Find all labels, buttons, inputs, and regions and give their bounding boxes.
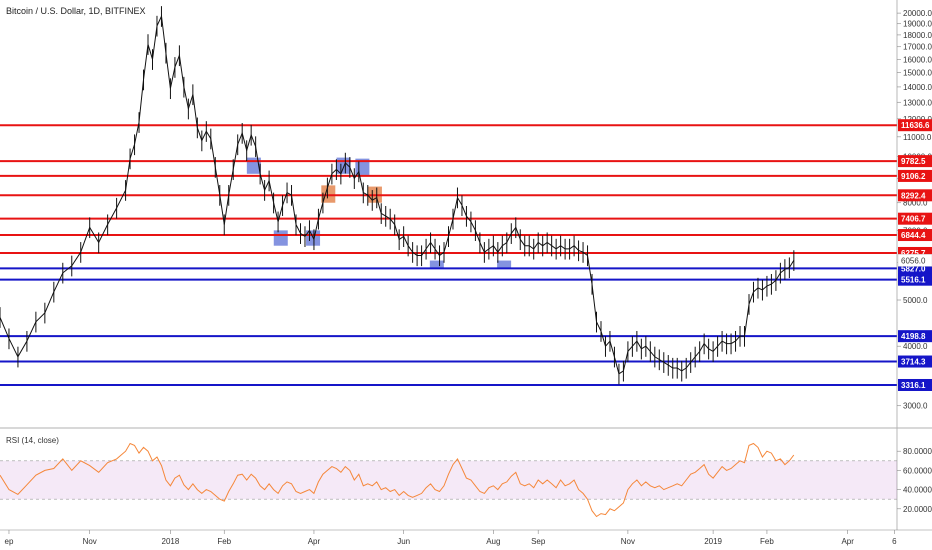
resistance-price-tag-label: 9106.2 <box>901 172 926 181</box>
support-price-tag-label: 5516.1 <box>901 276 926 285</box>
time-tick-label: ep <box>5 537 14 546</box>
price-tick-label: 18000.0 <box>903 31 932 40</box>
price-tick-label: 11000.0 <box>903 133 932 142</box>
price-tick-label: 5000.0 <box>903 296 928 305</box>
rsi-tick-label: 20.0000 <box>903 505 932 514</box>
time-tick-label: Nov <box>83 537 97 546</box>
resistance-price-tag <box>898 246 932 259</box>
price-tick-label: 14000.0 <box>903 83 932 92</box>
rsi-line <box>0 442 795 518</box>
level-lines <box>0 124 897 386</box>
resistance-price-tag <box>898 155 932 168</box>
price-tick-label: 13000.0 <box>903 98 932 107</box>
price-tags: 11636.6 9782.5 9106.2 8292.4 7406.7 6844.4 627… <box>897 119 932 391</box>
resistance-price-tag <box>898 119 932 132</box>
highlight-zone <box>429 260 444 268</box>
resistance-price-tag-label: 11636.6 <box>901 121 930 130</box>
time-tick-label: 2019 <box>704 537 722 546</box>
price-line <box>0 14 795 375</box>
rsi-title: RSI (14, close) <box>6 436 59 445</box>
time-tick-label: Aug <box>486 537 500 546</box>
highlight-zone <box>321 185 336 203</box>
rsi-tick-label: 60.0000 <box>903 466 932 475</box>
support-price-tag <box>898 330 932 343</box>
price-tick-label: 15000.0 <box>903 69 932 78</box>
resistance-price-tag <box>898 189 932 202</box>
time-tick-label: 6 <box>892 537 897 546</box>
resistance-price-tag <box>898 212 932 225</box>
time-axis[interactable]: ep Nov 2018 Feb Apr Jun Aug Sep Nov 2019 Feb Apr 6 <box>5 530 898 546</box>
support-price-tag-label: 3714.3 <box>901 358 926 367</box>
time-tick-label: Sep <box>531 537 546 546</box>
resistance-price-tag <box>898 169 932 182</box>
time-tick-label: Apr <box>308 537 321 546</box>
price-tick-label: 8000.0 <box>903 199 928 208</box>
price-tick-label: 20000.0 <box>903 9 932 18</box>
resistance-price-tag <box>898 229 932 242</box>
time-tick-label: 2018 <box>162 537 180 546</box>
highlight-zone <box>497 260 512 268</box>
current-price-label: 6056.0 <box>901 256 926 265</box>
time-tick-label: Feb <box>217 537 231 546</box>
time-tick-label: Feb <box>760 537 774 546</box>
resistance-price-tag-label: 9782.5 <box>901 157 926 166</box>
rsi-band <box>0 460 897 500</box>
support-price-tag-label: 3316.1 <box>901 381 926 390</box>
rsi-series <box>0 442 795 518</box>
time-tick-label: Apr <box>841 537 854 546</box>
price-tick-label: 19000.0 <box>903 20 932 29</box>
support-price-tag-label: 5827.0 <box>901 264 926 273</box>
resistance-price-tag-label: 7406.7 <box>901 215 926 224</box>
support-price-tag-label: 4198.8 <box>901 332 926 341</box>
rsi-band-fill <box>0 460 897 500</box>
time-tick-label: Jun <box>397 537 410 546</box>
support-price-tag <box>898 378 932 391</box>
rsi-tick-label: 40.0000 <box>903 486 932 495</box>
resistance-price-tag-label: 8292.4 <box>901 191 926 200</box>
price-tick-label: 17000.0 <box>903 43 932 52</box>
support-price-tag <box>898 273 932 286</box>
chart-title: Bitcoin / U.S. Dollar, 1D, BITFINEX <box>6 6 146 16</box>
highlight-zone <box>273 230 288 246</box>
price-series <box>0 6 795 385</box>
price-tick-label: 16000.0 <box>903 55 932 64</box>
rsi-axis[interactable]: 80.0000 60.0000 40.0000 20.0000 <box>897 447 932 514</box>
price-tick-label: 3000.0 <box>903 402 928 411</box>
rsi-tick-label: 80.0000 <box>903 447 932 456</box>
resistance-price-tag-label: 6275.7 <box>901 249 926 258</box>
price-tick-label: 4000.0 <box>903 342 928 351</box>
resistance-price-tag-label: 6844.4 <box>901 231 926 240</box>
current-price-tag <box>897 254 932 267</box>
time-tick-label: Nov <box>621 537 635 546</box>
support-price-tag <box>898 355 932 368</box>
